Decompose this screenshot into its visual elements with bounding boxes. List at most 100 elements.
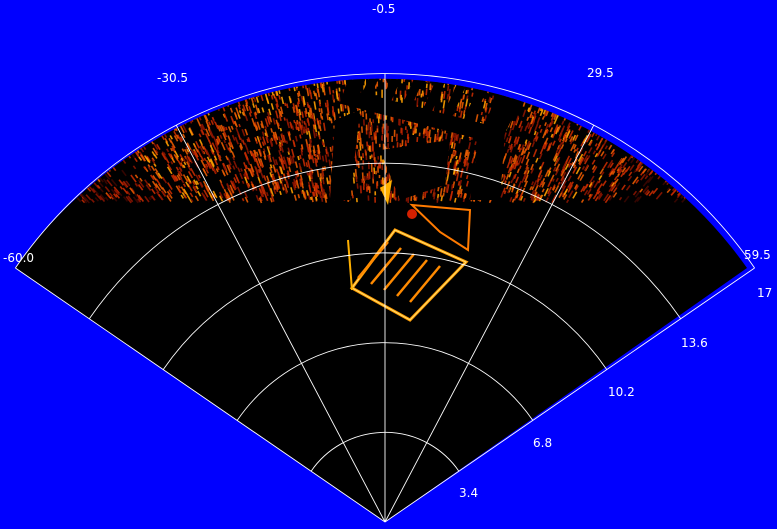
echo-streak <box>448 170 449 176</box>
echo-streak <box>298 93 299 97</box>
echo-streak <box>455 198 456 202</box>
echo-streak <box>357 183 358 188</box>
echo-streak <box>441 94 442 103</box>
echo-streak <box>317 159 318 163</box>
echo-streak <box>265 126 266 129</box>
echo-streak <box>319 108 320 112</box>
echo-streak <box>235 114 236 117</box>
echo-streak <box>456 156 457 159</box>
echo-streak <box>444 187 445 193</box>
echo-streak <box>329 181 330 185</box>
echo-streak <box>301 151 302 155</box>
echo-streak <box>463 94 464 99</box>
echo-streak <box>459 138 460 144</box>
echo-streak <box>511 89 514 98</box>
echo-streak <box>415 126 416 134</box>
echo-streak <box>482 117 483 122</box>
echo-streak <box>653 158 656 162</box>
echo-streak <box>184 111 188 119</box>
echo-streak <box>248 151 249 154</box>
echo-streak <box>307 172 308 175</box>
echo-streak <box>320 82 321 87</box>
echo-streak <box>312 115 313 119</box>
echo-streak <box>239 124 240 127</box>
echo-streak <box>654 166 656 169</box>
echo-streak <box>577 120 580 126</box>
echo-streak <box>683 181 688 186</box>
echo-streak <box>316 133 317 137</box>
echo-streak <box>645 159 647 162</box>
echo-streak <box>341 76 342 82</box>
echo-streak <box>323 156 324 162</box>
echo-streak <box>316 154 317 157</box>
echo-streak <box>360 133 361 141</box>
echo-streak <box>422 102 423 108</box>
echo-streak <box>352 72 353 81</box>
echo-streak <box>232 96 234 102</box>
echo-streak <box>444 91 445 99</box>
echo-streak <box>361 186 362 193</box>
echo-streak <box>329 87 330 95</box>
echo-streak <box>287 104 288 108</box>
echo-streak <box>200 107 203 113</box>
echo-streak <box>343 80 344 85</box>
echo-streak <box>319 101 320 106</box>
echo-streak <box>237 91 239 98</box>
echo-streak <box>91 178 94 181</box>
echo-streak <box>306 162 307 167</box>
echo-streak <box>314 192 315 197</box>
echo-streak <box>298 156 299 160</box>
echo-streak <box>426 77 427 82</box>
echo-streak <box>442 131 443 138</box>
echo-streak <box>323 178 324 184</box>
echo-streak <box>452 185 453 188</box>
echo-streak <box>167 121 170 127</box>
echo-streak <box>655 167 657 169</box>
bearing-label-mid-left: -30.5 <box>157 71 188 85</box>
echo-streak <box>419 89 420 95</box>
echo-streak <box>328 105 329 113</box>
echo-streak <box>632 150 636 156</box>
echo-streak <box>500 87 502 95</box>
echo-streak <box>472 93 473 97</box>
echo-streak <box>300 155 301 159</box>
echo-streak <box>243 181 244 184</box>
echo-streak <box>429 76 430 82</box>
echo-streak <box>330 175 331 180</box>
echo-streak <box>300 183 301 187</box>
echo-streak <box>240 110 241 113</box>
echo-streak <box>264 83 266 89</box>
echo-streak <box>256 138 257 141</box>
echo-streak <box>317 183 318 188</box>
echo-streak <box>684 193 689 198</box>
echo-streak <box>319 151 320 154</box>
echo-streak <box>458 160 459 164</box>
echo-streak <box>314 125 315 130</box>
bearing-label-left: -60.0 <box>3 251 34 265</box>
echo-streak <box>277 169 278 172</box>
echo-streak <box>180 115 184 122</box>
echo-streak <box>332 161 333 164</box>
echo-streak <box>475 141 476 145</box>
echo-streak <box>269 146 270 149</box>
echo-streak <box>655 158 660 164</box>
echo-streak <box>302 120 303 123</box>
echo-streak <box>632 143 635 148</box>
echo-streak <box>336 75 337 83</box>
echo-streak <box>427 131 428 139</box>
echo-streak <box>294 76 296 83</box>
echo-streak <box>319 135 320 139</box>
echo-streak <box>466 90 467 94</box>
echo-streak <box>226 94 228 101</box>
echo-streak <box>339 68 340 76</box>
echo-streak <box>179 118 181 121</box>
sonar-fan-background <box>15 79 747 522</box>
echo-streak <box>237 94 239 99</box>
echo-streak <box>677 186 683 192</box>
echo-streak <box>338 109 339 114</box>
echo-streak <box>317 84 318 89</box>
echo-streak <box>463 78 464 82</box>
echo-streak <box>354 177 355 183</box>
echo-streak <box>448 86 449 91</box>
